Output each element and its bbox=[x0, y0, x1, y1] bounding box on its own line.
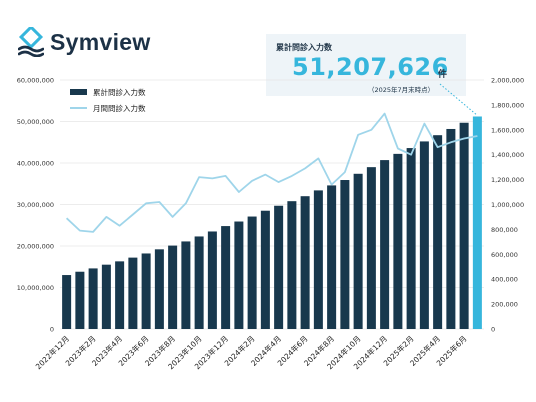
brand-name: Symview bbox=[50, 28, 151, 55]
x-axis-tick-label: 2022年12月 bbox=[33, 333, 71, 371]
callout-unit: 件 bbox=[438, 70, 448, 80]
callout-date-note: （2025年7月末時点） bbox=[368, 86, 435, 94]
left-axis-tick-label: 30,000,000 bbox=[17, 201, 54, 209]
bar bbox=[287, 201, 297, 329]
left-axis-tick-label: 10,000,000 bbox=[17, 284, 54, 292]
callout-value: 51,207,626 bbox=[292, 53, 449, 81]
bar bbox=[433, 135, 443, 329]
left-axis-tick-label: 60,000,000 bbox=[17, 77, 54, 85]
bar bbox=[366, 167, 376, 329]
bar bbox=[154, 249, 164, 329]
right-axis-tick-label: 1,600,000 bbox=[491, 126, 524, 134]
right-axis-tick-label: 1,800,000 bbox=[491, 101, 524, 109]
left-axis-tick-label: 0 bbox=[50, 326, 54, 334]
right-axis-tick-label: 400,000 bbox=[491, 276, 518, 284]
bar bbox=[274, 205, 284, 329]
bar bbox=[260, 210, 270, 329]
right-axis-tick-label: 800,000 bbox=[491, 226, 518, 234]
bar bbox=[221, 226, 231, 329]
right-axis-tick-label: 2,000,000 bbox=[491, 77, 524, 85]
right-axis-tick-label: 1,400,000 bbox=[491, 151, 524, 159]
right-axis-tick-label: 200,000 bbox=[491, 301, 518, 309]
bar bbox=[380, 160, 390, 329]
total-callout: 累計問診入力数 51,207,626 件 （2025年7月末時点） bbox=[266, 34, 466, 96]
bar bbox=[88, 268, 98, 329]
highlight-bar bbox=[472, 116, 482, 330]
legend-label: 累計問診入力数 bbox=[93, 87, 146, 97]
callout-connector bbox=[439, 83, 478, 116]
bar bbox=[115, 261, 125, 329]
bar bbox=[406, 148, 416, 329]
monthly-line bbox=[65, 112, 478, 233]
left-axis-tick-label: 20,000,000 bbox=[17, 243, 54, 251]
bar bbox=[247, 216, 257, 329]
legend-label: 月間問診入力数 bbox=[93, 103, 146, 113]
bar bbox=[393, 153, 403, 329]
bar bbox=[141, 253, 151, 329]
left-axis-tick-label: 40,000,000 bbox=[17, 160, 54, 168]
bar bbox=[446, 128, 456, 329]
callout-label: 累計問診入力数 bbox=[276, 43, 332, 52]
bar bbox=[459, 122, 469, 330]
brand-logo: Symview bbox=[18, 22, 151, 62]
bar bbox=[234, 221, 244, 329]
bar bbox=[313, 190, 323, 329]
right-axis-tick-label: 1,000,000 bbox=[491, 201, 524, 209]
bar bbox=[327, 185, 337, 329]
symview-logo-icon bbox=[18, 27, 44, 57]
bar bbox=[75, 271, 85, 329]
right-axis-tick-label: 1,200,000 bbox=[491, 176, 524, 184]
bar bbox=[353, 173, 363, 329]
bar bbox=[419, 141, 429, 329]
bar bbox=[101, 264, 111, 329]
bar bbox=[62, 275, 72, 329]
bar bbox=[128, 257, 138, 329]
bar bbox=[340, 180, 350, 329]
legend-swatch-bar bbox=[70, 89, 87, 95]
bar bbox=[300, 196, 310, 329]
right-axis-tick-label: 0 bbox=[491, 326, 495, 334]
bar bbox=[194, 236, 204, 329]
right-axis-tick-label: 600,000 bbox=[491, 251, 518, 259]
bar bbox=[168, 245, 178, 329]
bar bbox=[181, 241, 191, 329]
left-axis-tick-label: 50,000,000 bbox=[17, 118, 54, 126]
bar bbox=[207, 231, 217, 329]
